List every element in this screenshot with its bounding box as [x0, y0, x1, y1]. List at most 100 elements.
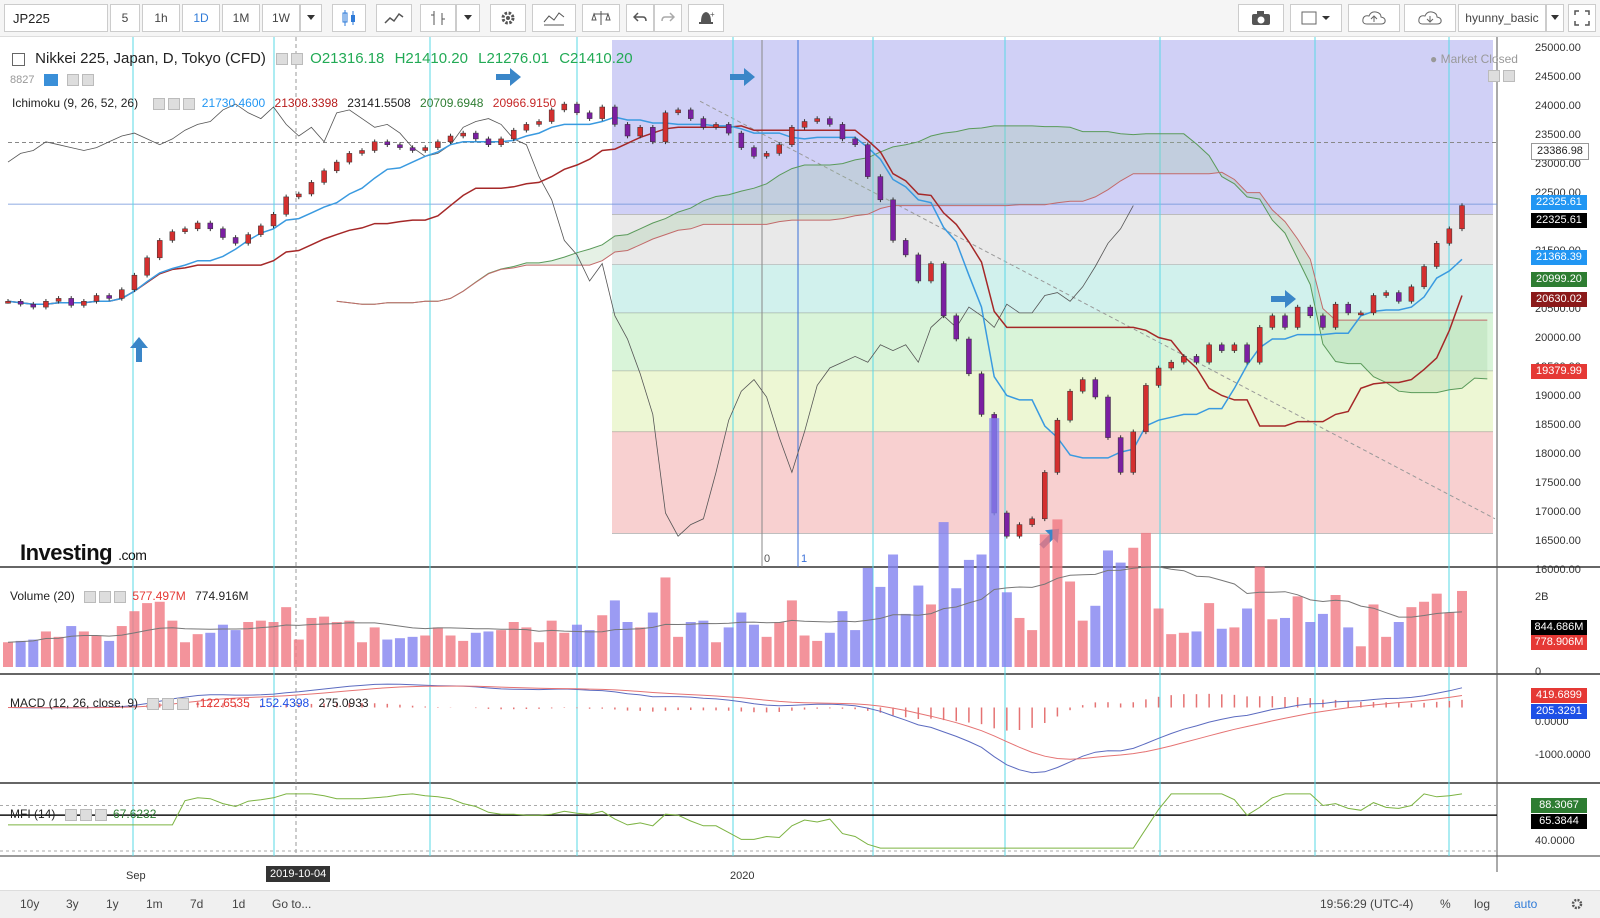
style-dropdown-button[interactable] — [456, 4, 480, 32]
volume-bar — [812, 640, 823, 667]
interval-1h-label: 1h — [154, 11, 168, 25]
log-toggle[interactable]: log — [1474, 897, 1491, 911]
volume-bar — [1457, 590, 1467, 667]
collapse-icon[interactable] — [12, 52, 25, 66]
volume-bar — [571, 624, 582, 667]
volume-bar — [180, 642, 191, 667]
clock: 19:56:29 (UTC-4) — [1320, 897, 1414, 911]
range-1m[interactable]: 1m — [146, 897, 163, 911]
eye-icon[interactable] — [43, 74, 58, 87]
close-icon[interactable] — [114, 590, 127, 603]
candles-style-button[interactable] — [332, 4, 366, 32]
volume-bar — [622, 622, 633, 667]
goto-button[interactable]: Go to... — [272, 897, 312, 911]
candle-body — [1143, 385, 1149, 433]
settings-button[interactable] — [490, 4, 526, 32]
candle-body — [1332, 303, 1339, 328]
template-button[interactable] — [1290, 4, 1342, 32]
candle-body — [1345, 303, 1351, 314]
price-tick-label: 18500.00 — [1535, 419, 1581, 431]
candle-body — [1155, 367, 1162, 386]
candle-body — [978, 373, 985, 415]
symbol-search-input[interactable]: JP225 — [4, 4, 108, 32]
volume-bar — [167, 620, 178, 667]
price-tick-label: 24500.00 — [1535, 71, 1581, 83]
compare-button[interactable] — [582, 4, 620, 32]
volume-bar — [546, 620, 557, 667]
eye-icon[interactable] — [147, 697, 160, 710]
interval-1d[interactable]: 1D — [182, 4, 220, 32]
interval-5[interactable]: 5 — [110, 4, 140, 32]
close-icon[interactable] — [81, 74, 94, 87]
line-style-button[interactable] — [376, 4, 412, 32]
range-3y[interactable]: 3y — [66, 897, 79, 911]
candle-body — [1370, 295, 1377, 314]
candle-body — [877, 176, 884, 201]
interval-1m[interactable]: 1M — [222, 4, 260, 32]
candle-body — [574, 103, 580, 114]
price-tick-label: 17000.00 — [1535, 506, 1581, 518]
range-10y[interactable]: 10y — [20, 897, 40, 911]
volume-bar — [154, 601, 165, 667]
eye-icon[interactable] — [153, 97, 166, 110]
snapshot-button[interactable] — [1238, 4, 1284, 32]
close-icon[interactable] — [94, 808, 107, 821]
candle-body — [1181, 356, 1187, 363]
settings-icon[interactable] — [79, 808, 92, 821]
percent-toggle[interactable]: % — [1440, 897, 1451, 911]
volume-bar — [1254, 566, 1265, 667]
fullscreen-button[interactable] — [1568, 4, 1596, 32]
candle-body — [1433, 243, 1440, 267]
settings-icon[interactable] — [99, 590, 112, 603]
fib-label-0: 0 — [764, 553, 770, 565]
close-icon[interactable] — [290, 53, 303, 66]
volume-bar — [3, 642, 13, 667]
volume-bar — [217, 624, 228, 667]
alert-button[interactable]: + — [688, 4, 724, 32]
cloud-load-button[interactable] — [1404, 4, 1456, 32]
settings-icon[interactable] — [275, 53, 288, 66]
range-1d[interactable]: 1d — [232, 897, 246, 911]
close-icon[interactable] — [183, 97, 196, 110]
top-toolbar: JP225 5 1h 1D 1M 1W + hyunny_basic — [0, 0, 1600, 37]
gear-icon — [501, 11, 515, 25]
auto-toggle[interactable]: auto — [1514, 897, 1538, 911]
price-tick-label: 19000.00 — [1535, 390, 1581, 402]
volume-bar — [837, 611, 848, 667]
undo-button[interactable] — [626, 4, 654, 32]
symbol-id: 8827 — [10, 74, 35, 86]
settings-icon[interactable] — [66, 74, 79, 87]
interval-dropdown-button[interactable] — [300, 4, 322, 32]
range-7d[interactable]: 7d — [190, 897, 204, 911]
candle-body — [371, 141, 378, 151]
interval-1w[interactable]: 1W — [262, 4, 300, 32]
candle-body — [1206, 344, 1212, 363]
settings-icon[interactable] — [168, 97, 181, 110]
volume-bar — [761, 636, 772, 667]
eye-icon[interactable] — [84, 590, 97, 603]
bars-style-button[interactable] — [420, 4, 456, 32]
eye-icon[interactable] — [64, 808, 77, 821]
settings-icon[interactable] — [162, 697, 175, 710]
volume-bar — [1191, 631, 1202, 667]
price-label-box: 19379.99 — [1531, 364, 1587, 379]
volume-bar — [344, 620, 355, 667]
indicators-button[interactable] — [532, 4, 576, 32]
macd-v1: -122.6535 — [195, 696, 250, 710]
interval-1h[interactable]: 1h — [142, 4, 180, 32]
volume-bar — [382, 639, 393, 667]
candle-body — [308, 182, 315, 195]
user-dropdown-button[interactable] — [1546, 4, 1564, 32]
volume-bar — [584, 630, 595, 667]
user-menu-button[interactable]: hyunny_basic — [1458, 4, 1546, 32]
candle-body — [30, 303, 37, 308]
candle-body — [561, 103, 568, 111]
close-icon[interactable] — [177, 697, 190, 710]
range-1y[interactable]: 1y — [106, 897, 119, 911]
close-icon[interactable] — [1503, 69, 1515, 82]
settings-icon[interactable] — [1488, 69, 1500, 82]
bottom-settings-button[interactable] — [1570, 897, 1584, 914]
cloud-save-button[interactable] — [1348, 4, 1400, 32]
redo-button[interactable] — [654, 4, 682, 32]
